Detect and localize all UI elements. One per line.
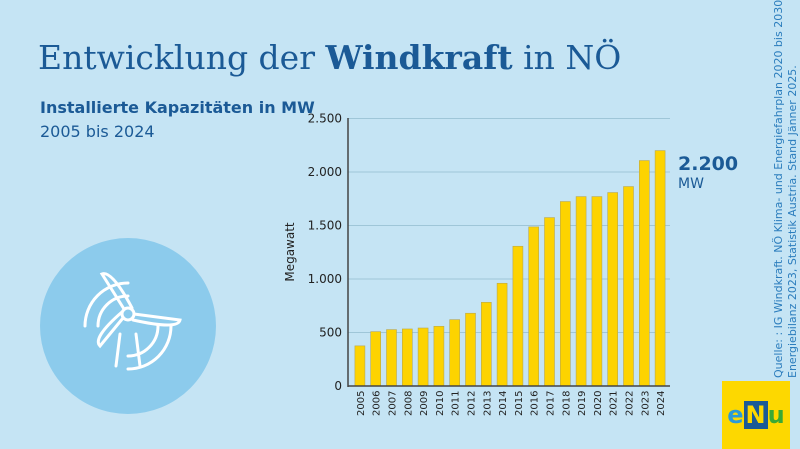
- bar-2005: [354, 345, 366, 387]
- x-tick-label: 2018: [561, 391, 572, 416]
- title-text-end: in NÖ: [512, 38, 622, 77]
- x-tick-label: 2014: [498, 391, 509, 416]
- bar-2017: [544, 217, 555, 387]
- bar-2024: [654, 150, 666, 387]
- source-line-1: Quelle: : IG Windkraft. NÖ Klima- und En…: [772, 0, 785, 378]
- x-tick-label: 2009: [419, 391, 430, 416]
- x-tick-label: 2007: [388, 391, 399, 416]
- x-tick-label: 2021: [609, 391, 620, 416]
- total-value: 2.200: [678, 153, 739, 175]
- period: 2005 bis 2024: [40, 122, 155, 141]
- icon-circle: [40, 238, 216, 414]
- bar-2006: [370, 331, 382, 387]
- y-tick-label: 0: [334, 379, 342, 393]
- bar-2022: [623, 186, 634, 387]
- x-tick-label: 2019: [577, 391, 588, 416]
- y-tick-label: 1.500: [308, 219, 342, 233]
- total-unit: MW: [678, 176, 704, 192]
- bar-2021: [607, 192, 619, 387]
- bar-2009: [417, 327, 429, 387]
- bar-2010: [433, 325, 445, 387]
- x-tick-label: 2017: [546, 391, 557, 416]
- x-tick-label: 2008: [403, 391, 414, 416]
- x-tick-label: 2006: [372, 391, 383, 416]
- title-bold: Windkraft: [325, 38, 513, 77]
- bar-2011: [449, 319, 461, 387]
- y-tick-label: 500: [319, 326, 342, 340]
- bar-2012: [465, 312, 476, 387]
- x-tick-label: 2022: [625, 391, 636, 416]
- wind-turbine-icon: [83, 272, 182, 371]
- bar-2020: [591, 196, 603, 387]
- x-tick-label: 2011: [451, 391, 462, 416]
- x-tick-label: 2024: [656, 391, 667, 416]
- y-tick-label: 2.000: [308, 165, 342, 179]
- x-tick-label: 2020: [593, 391, 604, 416]
- bar-2019: [575, 196, 587, 387]
- x-tick-label: 2013: [482, 391, 493, 416]
- bar-2018: [559, 201, 571, 387]
- bar-2016: [528, 226, 540, 387]
- y-tick-label: 1.000: [308, 272, 342, 286]
- x-tick-label: 2012: [467, 391, 478, 416]
- x-tick-label: 2005: [356, 391, 367, 416]
- x-tick-label: 2023: [640, 391, 651, 416]
- bar-2013: [480, 302, 492, 387]
- source-note: Quelle: : IG Windkraft. NÖ Klima- und En…: [772, 0, 800, 378]
- bar-2023: [638, 160, 650, 387]
- bar-2008: [401, 328, 413, 387]
- x-tick-label: 2016: [530, 391, 541, 416]
- y-tick-label: 2.500: [308, 112, 342, 126]
- y-axis-label: Megawatt: [283, 222, 297, 282]
- subtitle: Installierte Kapazitäten in MW: [40, 98, 315, 117]
- x-tick-label: 2015: [514, 391, 525, 416]
- bar-2007: [386, 329, 397, 387]
- bar-2015: [512, 245, 524, 387]
- bar-2014: [496, 282, 508, 387]
- x-tick-label: 2010: [435, 391, 446, 416]
- source-line-2: Energiebilanz 2023, Statistik Austria. S…: [786, 65, 799, 378]
- page-title: Entwicklung der Windkraft in NÖ: [38, 38, 621, 77]
- title-text: Entwicklung der: [38, 38, 326, 77]
